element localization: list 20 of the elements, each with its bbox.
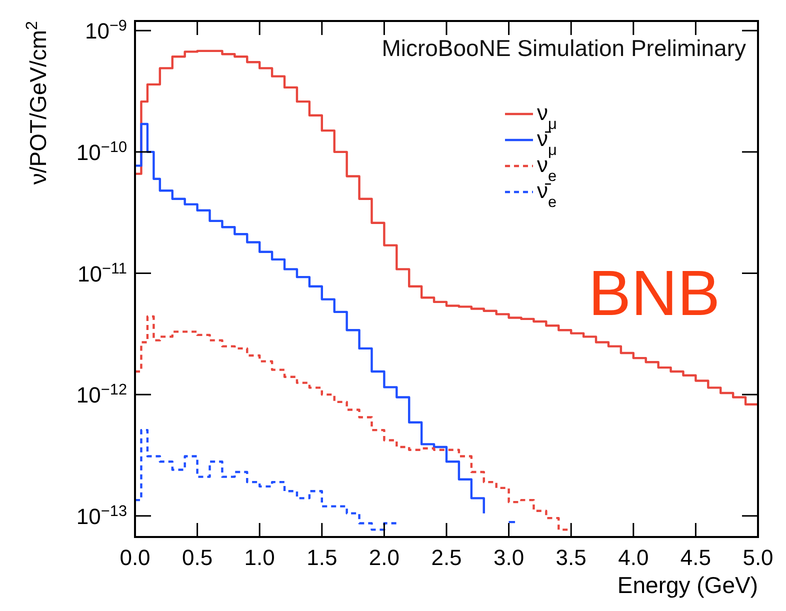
- x-tick-label: 4.5: [680, 545, 711, 570]
- x-tick-label: 2.0: [368, 545, 400, 570]
- legend-label: ν$_{μ}$: [537, 100, 557, 132]
- y-tick-label: 10$^{−13}$: [76, 502, 127, 529]
- x-tick-label: 2.5: [431, 545, 462, 570]
- x-tick-label: 1.5: [306, 545, 338, 570]
- x-tick-label: 0.5: [182, 545, 213, 570]
- y-tick-label: 10$^{−12}$: [76, 381, 127, 408]
- x-tick-label: 1.0: [244, 545, 275, 570]
- x-tick-label: 3.0: [494, 545, 524, 570]
- annotation: MicroBooNE Simulation Preliminary: [382, 35, 746, 61]
- x-tick-label: 5.0: [742, 545, 774, 570]
- x-axis-title: Energy (GeV): [617, 572, 758, 598]
- x-tick-label: 4.0: [618, 545, 649, 570]
- y-tick-label: 10$^{−9}$: [84, 17, 127, 44]
- x-tick-label: 3.5: [556, 545, 586, 570]
- x-tick-label: 0.0: [120, 545, 150, 570]
- y-tick-label: 10$^{−11}$: [78, 260, 127, 286]
- annotation: BNB: [588, 257, 720, 329]
- y-tick-label: 10$^{−10}$: [76, 138, 127, 165]
